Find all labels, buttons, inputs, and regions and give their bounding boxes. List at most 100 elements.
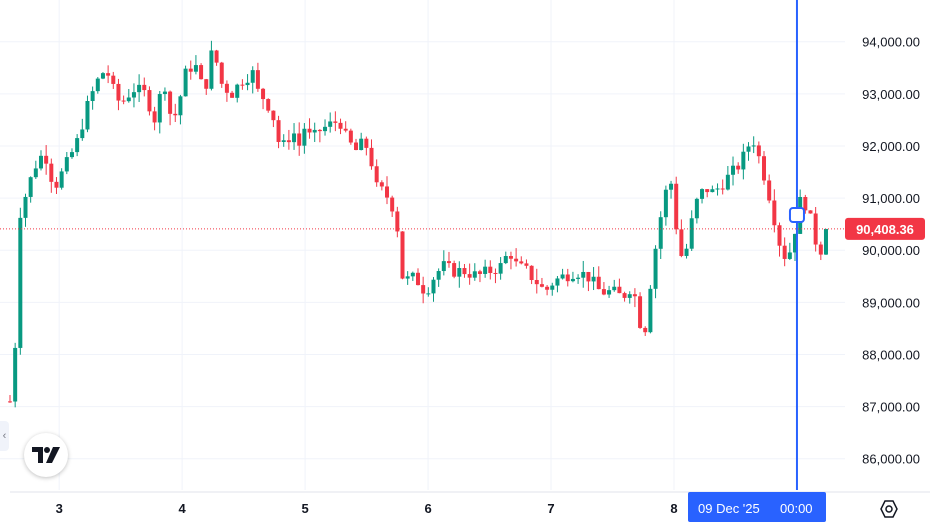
candle — [364, 136, 369, 156]
candle-body — [193, 65, 198, 72]
candle — [674, 176, 679, 235]
candle-body — [803, 196, 808, 211]
candle — [601, 282, 606, 296]
candle-body — [555, 278, 560, 286]
candle-body — [746, 146, 751, 152]
candle — [261, 87, 266, 110]
candle-body — [323, 126, 328, 132]
candle-body — [586, 271, 591, 282]
price-axis[interactable]: 94,000.00 93,000.00 92,000.00 91,000.00 90,0… — [862, 35, 920, 467]
candle-body — [292, 133, 297, 143]
candle — [230, 90, 235, 98]
candle — [689, 210, 694, 252]
candle — [756, 141, 761, 164]
tradingview-logo-icon — [32, 447, 60, 463]
tradingview-logo[interactable] — [24, 433, 68, 477]
candle-body — [286, 140, 291, 143]
candle-body — [69, 152, 74, 158]
candle — [188, 60, 193, 80]
candle — [178, 94, 183, 125]
candle-body — [823, 228, 828, 255]
candle-body — [694, 198, 699, 219]
candle — [472, 263, 477, 281]
candle-body — [653, 248, 658, 289]
candle — [307, 118, 312, 139]
candle-body — [152, 111, 157, 123]
candle-body — [354, 142, 359, 151]
candle — [348, 128, 353, 145]
candle — [581, 260, 586, 288]
candle — [452, 260, 457, 279]
candle — [576, 274, 581, 284]
candle — [426, 287, 431, 297]
settings-icon — [880, 500, 898, 518]
chart-settings-button[interactable] — [878, 498, 900, 520]
candle — [338, 118, 343, 135]
candle-body — [483, 266, 488, 274]
candle — [741, 143, 746, 180]
candle-body — [235, 84, 240, 98]
candle-body — [772, 200, 777, 226]
candle-body — [245, 82, 250, 86]
candle-body — [648, 288, 653, 333]
candle — [162, 87, 167, 101]
candle-body — [276, 120, 281, 142]
price-tick-label: 87,000.00 — [862, 400, 920, 415]
candle-body — [731, 165, 736, 175]
candle — [622, 291, 627, 302]
candle — [818, 241, 823, 261]
candle — [658, 211, 663, 260]
crosshair-marker[interactable] — [788, 207, 805, 223]
candle — [488, 260, 493, 280]
candle — [462, 263, 467, 278]
candle-body — [689, 218, 694, 249]
candle-body — [792, 233, 797, 253]
candle — [545, 284, 550, 296]
candle — [710, 185, 715, 193]
candle-body — [777, 225, 782, 246]
candle-body — [106, 73, 111, 76]
candle — [23, 193, 28, 227]
candle — [632, 288, 637, 308]
candle-body — [601, 289, 606, 295]
candle-body — [111, 75, 116, 84]
candle — [679, 219, 684, 258]
candle — [193, 55, 198, 75]
candle-body — [395, 211, 400, 232]
candle — [276, 115, 281, 149]
candle-body — [658, 217, 663, 249]
candles — [8, 40, 828, 408]
candle — [204, 78, 209, 95]
chevron-left-icon: ‹ — [2, 430, 7, 442]
candle — [638, 292, 643, 329]
candle-body — [59, 171, 64, 188]
candle-body — [669, 183, 674, 190]
candle-body — [410, 272, 415, 277]
candle-body — [663, 189, 668, 218]
candle-body — [736, 165, 741, 170]
candle-body — [75, 138, 80, 153]
candle — [271, 110, 276, 128]
candle-body — [64, 157, 69, 172]
candle-body — [700, 189, 705, 199]
candle-body — [338, 122, 343, 129]
candle-body — [255, 70, 260, 89]
time-tick-label: 8 — [670, 501, 677, 516]
candle — [152, 106, 157, 131]
candle — [746, 142, 751, 161]
candle-body — [261, 88, 266, 100]
candle — [694, 197, 699, 224]
candle-body — [446, 261, 451, 264]
scroll-left-handle[interactable]: ‹ — [0, 421, 9, 451]
candle-body — [38, 155, 43, 169]
candle-body — [250, 70, 255, 83]
candle — [684, 243, 689, 259]
candle — [173, 103, 178, 123]
candle — [297, 122, 302, 156]
candle — [555, 275, 560, 293]
candle-body — [627, 294, 632, 298]
candle-body — [565, 274, 570, 282]
time-axis[interactable]: 3 4 5 6 7 8 — [56, 501, 678, 516]
